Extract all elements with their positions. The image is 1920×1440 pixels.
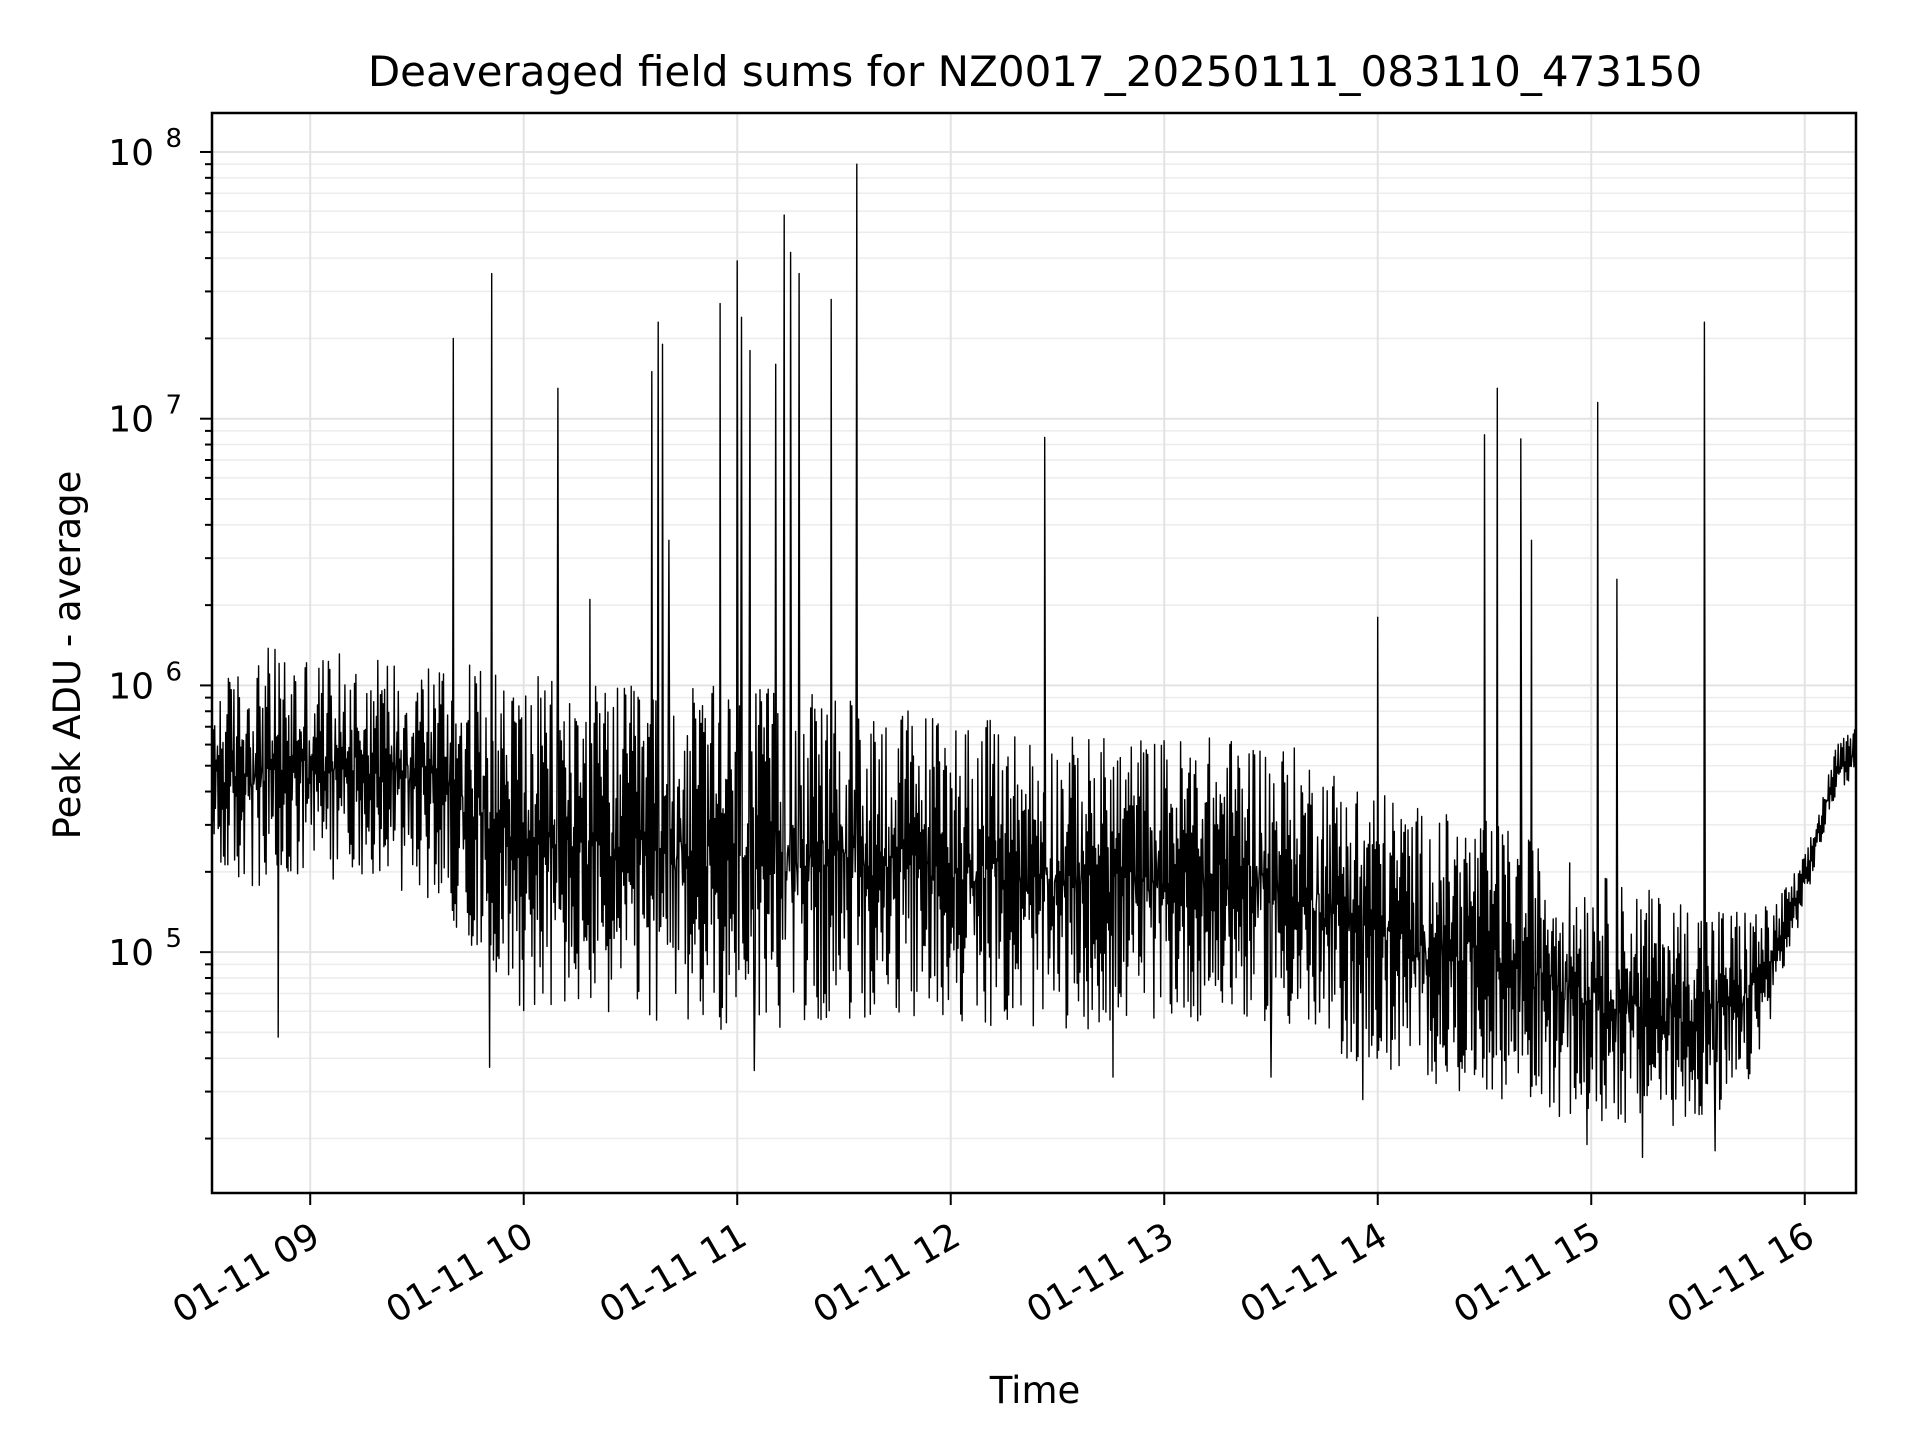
series-line — [211, 163, 1857, 1159]
series-layer — [211, 163, 1857, 1159]
y-tick-label: 10 — [108, 133, 154, 174]
y-tick-exponent: 8 — [165, 124, 182, 154]
x-axis-label: Time — [989, 1369, 1081, 1412]
y-tick-exponent: 5 — [165, 924, 182, 954]
y-tick-label: 10 — [108, 400, 154, 441]
y-axis-label: Peak ADU - average — [46, 471, 89, 840]
y-tick-exponent: 7 — [165, 391, 182, 421]
y-tick-label: 10 — [108, 933, 154, 974]
plot-frame — [210, 111, 1858, 1195]
y-tick-exponent: 6 — [165, 657, 182, 687]
chart-title: Deaveraged field sums for NZ0017_2025011… — [368, 47, 1702, 96]
y-tick-label: 10 — [108, 666, 154, 707]
